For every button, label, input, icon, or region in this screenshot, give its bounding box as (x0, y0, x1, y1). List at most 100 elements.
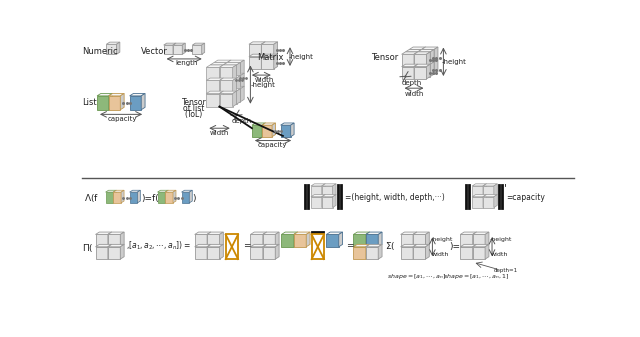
Polygon shape (223, 91, 237, 104)
Text: width: width (431, 252, 449, 257)
Polygon shape (223, 89, 241, 91)
Polygon shape (207, 232, 211, 247)
Polygon shape (207, 235, 220, 247)
Text: List: List (83, 98, 97, 107)
Polygon shape (214, 60, 231, 63)
Polygon shape (413, 235, 426, 247)
Polygon shape (414, 54, 426, 67)
Polygon shape (402, 54, 414, 67)
Polygon shape (189, 190, 192, 203)
Polygon shape (206, 94, 220, 106)
Polygon shape (326, 232, 342, 235)
Polygon shape (460, 247, 473, 259)
Polygon shape (401, 247, 413, 259)
Polygon shape (95, 232, 112, 235)
Polygon shape (129, 96, 141, 110)
Polygon shape (261, 42, 278, 44)
Polygon shape (410, 47, 426, 50)
Bar (226, 235, 238, 259)
Polygon shape (402, 52, 418, 54)
Polygon shape (109, 93, 124, 96)
Polygon shape (406, 50, 422, 52)
Polygon shape (426, 52, 430, 67)
Polygon shape (157, 192, 165, 203)
Polygon shape (220, 232, 223, 247)
Text: =(height, width, depth,···): =(height, width, depth,···) (346, 193, 445, 202)
Polygon shape (182, 43, 186, 54)
Polygon shape (227, 73, 244, 75)
Text: -height: -height (431, 237, 453, 242)
Polygon shape (227, 63, 241, 75)
Polygon shape (237, 63, 241, 78)
Polygon shape (294, 235, 306, 247)
Polygon shape (263, 232, 279, 235)
Polygon shape (282, 235, 294, 247)
Polygon shape (210, 91, 223, 104)
Polygon shape (275, 244, 279, 259)
Polygon shape (214, 89, 227, 102)
Polygon shape (262, 125, 272, 137)
Polygon shape (326, 235, 339, 247)
Polygon shape (165, 190, 176, 192)
Polygon shape (206, 78, 223, 81)
Polygon shape (233, 65, 237, 81)
Polygon shape (195, 235, 207, 247)
Polygon shape (220, 244, 223, 259)
Polygon shape (291, 123, 294, 137)
Polygon shape (472, 186, 483, 197)
Polygon shape (182, 192, 189, 203)
Polygon shape (252, 123, 266, 125)
Polygon shape (220, 65, 223, 81)
Polygon shape (106, 42, 120, 44)
Polygon shape (413, 247, 426, 259)
Polygon shape (193, 43, 205, 45)
Polygon shape (414, 52, 418, 67)
Polygon shape (262, 123, 275, 125)
Polygon shape (233, 91, 237, 106)
Polygon shape (263, 235, 275, 247)
Polygon shape (322, 184, 325, 197)
Polygon shape (250, 244, 267, 247)
Polygon shape (410, 50, 422, 62)
Text: Tensor: Tensor (182, 97, 206, 106)
Polygon shape (483, 194, 486, 208)
Polygon shape (106, 44, 116, 54)
Polygon shape (141, 93, 145, 110)
Polygon shape (413, 244, 429, 247)
Text: capacity: capacity (108, 116, 138, 122)
Polygon shape (108, 244, 112, 259)
Polygon shape (406, 52, 418, 64)
Polygon shape (223, 89, 227, 104)
Polygon shape (272, 123, 275, 137)
Polygon shape (210, 78, 223, 91)
Polygon shape (241, 73, 244, 89)
Polygon shape (206, 91, 223, 94)
Polygon shape (214, 73, 231, 75)
Polygon shape (116, 42, 120, 54)
Polygon shape (473, 232, 477, 247)
Polygon shape (223, 75, 241, 78)
Polygon shape (210, 89, 227, 91)
Polygon shape (434, 59, 438, 74)
Polygon shape (472, 194, 486, 197)
Polygon shape (129, 93, 145, 96)
Polygon shape (233, 78, 237, 94)
Polygon shape (426, 64, 430, 79)
Polygon shape (120, 93, 124, 110)
Polygon shape (418, 50, 434, 52)
Polygon shape (220, 91, 237, 94)
Polygon shape (214, 86, 231, 89)
Polygon shape (261, 42, 265, 57)
Polygon shape (460, 232, 477, 235)
Polygon shape (210, 65, 223, 78)
Polygon shape (227, 73, 231, 89)
Text: $shape=[a_1,\cdots,a_n,1]$: $shape=[a_1,\cdots,a_n,1]$ (444, 272, 509, 281)
Polygon shape (210, 75, 227, 78)
Polygon shape (263, 232, 267, 247)
Text: $\Pi$(: $\Pi$( (83, 242, 94, 254)
Polygon shape (227, 60, 244, 63)
Text: ,$[a_1,a_2,\cdots,a_n])=$: ,$[a_1,a_2,\cdots,a_n])=$ (127, 240, 191, 252)
Polygon shape (263, 244, 279, 247)
Polygon shape (494, 184, 497, 197)
Polygon shape (353, 235, 366, 247)
